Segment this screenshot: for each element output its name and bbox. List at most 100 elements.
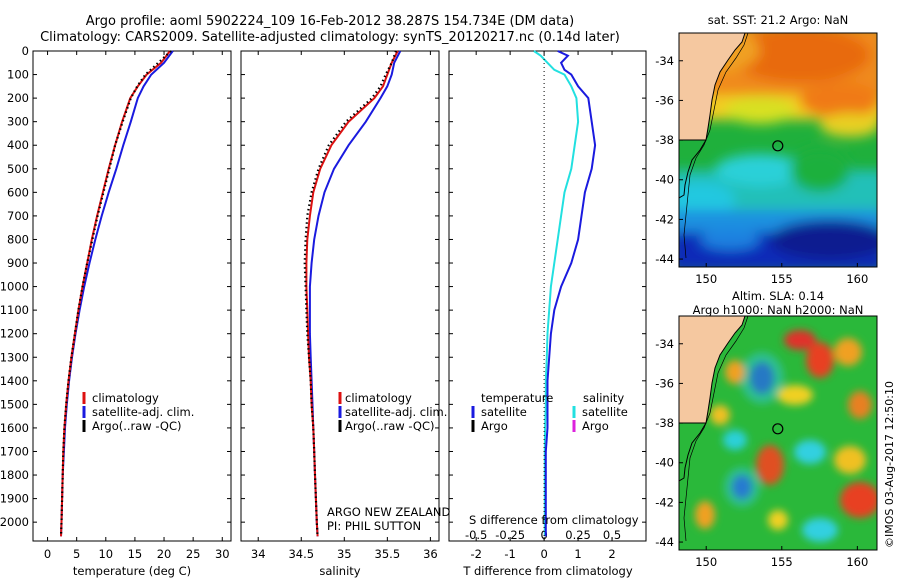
y-tick-label: 1100: [0, 303, 29, 317]
s-tick-label: 0.25: [565, 528, 591, 542]
y-tick-label: 800: [7, 232, 29, 246]
sla-map: Altim. SLA: 0.14 Argo h1000: NaN h2000: …: [655, 289, 878, 569]
map-y-tick-label: -44: [655, 252, 674, 266]
s-tick-label: 0.5: [603, 528, 621, 542]
legend-temperature-header: temperature: [481, 391, 553, 405]
legend-climatology-label: climatology: [92, 391, 159, 405]
y-tick-label: 300: [7, 115, 29, 129]
y-tick-label: 700: [7, 209, 29, 223]
y-tick-label: 1400: [0, 374, 29, 388]
legend-satellite-label: satellite-adj. clim.: [92, 405, 194, 419]
coastline: [679, 422, 707, 482]
legend-salinity-header: salinity: [583, 391, 624, 405]
y-tick-label: 1800: [0, 468, 29, 482]
pi-label: PI: PHIL SUTTON: [327, 519, 421, 533]
y-tick-label: 100: [7, 68, 29, 82]
temperature-panel: [32, 50, 232, 542]
legend-sal-satellite-label: satellite: [582, 405, 628, 419]
y-tick-label: 900: [7, 256, 29, 270]
sla-map-title1: Altim. SLA: 0.14: [732, 289, 824, 303]
y-tick-label: 2000: [0, 515, 29, 529]
legend-temp-satellite-label: satellite: [481, 405, 527, 419]
map-x-tick-label: 150: [695, 272, 717, 286]
y-tick-label: 600: [7, 185, 29, 199]
map-x-tick-label: 160: [846, 555, 868, 569]
x-tick-label: -1: [504, 547, 515, 561]
legend-satellite-label: satellite-adj. clim.: [345, 405, 447, 419]
figure-title-line1: Argo profile: aoml 5902224_109 16-Feb-20…: [85, 14, 575, 29]
difference-legend: temperature salinity satellite Argo sate…: [469, 391, 639, 527]
sla-map-ticks: 150 155 160 -34 -36 -38 -40 -42 -44: [655, 337, 868, 569]
sla-map-frame: [678, 315, 878, 551]
y-tick-label: 400: [7, 138, 29, 152]
sla-map-title2: Argo h1000: NaN h2000: NaN: [693, 303, 864, 317]
map-y-tick-label: -42: [655, 212, 674, 226]
x-tick-label: 36: [423, 547, 438, 561]
salinity-xlabel: salinity: [319, 564, 360, 578]
x-tick-label: 34.5: [288, 547, 314, 561]
y-tick-label: 1600: [0, 421, 29, 435]
y-tick-label: 0: [22, 44, 29, 58]
map-y-tick-label: -34: [655, 337, 674, 351]
argo-location-marker: [772, 423, 784, 435]
x-tick-label: 35.5: [375, 547, 401, 561]
x-tick-label: 20: [157, 547, 172, 561]
x-tick-label: 1: [574, 547, 581, 561]
s-tick-label: -0.5: [465, 528, 487, 542]
map-y-tick-label: -36: [655, 93, 674, 107]
sst-map-title: sat. SST: 21.2 Argo: NaN: [708, 13, 849, 27]
x-tick-label: 30: [215, 547, 230, 561]
map-x-tick-label: 155: [771, 555, 793, 569]
y-tick-label: 200: [7, 91, 29, 105]
map-y-tick-label: -38: [655, 133, 674, 147]
salinity-legend: climatology satellite-adj. clim. Argo(..…: [327, 391, 451, 533]
sla-field: [679, 316, 877, 550]
map-y-tick-label: -42: [655, 495, 674, 509]
figure-title-line2: Climatology: CARS2009. Satellite-adjuste…: [40, 30, 620, 45]
map-y-tick-label: -36: [655, 376, 674, 390]
salinity-satellite-line: [308, 50, 402, 537]
legend-argo-label: Argo(..raw -QC): [92, 419, 182, 433]
x-tick-label: -2: [470, 547, 481, 561]
x-tick-label: 5: [73, 547, 80, 561]
legend-argo-label: Argo(..raw -QC): [345, 419, 435, 433]
x-tick-label: 0: [44, 547, 51, 561]
shelf-edge: [683, 316, 749, 542]
credit-label: ©IMOS 03-Aug-2017 12:50:10: [883, 381, 896, 548]
x-tick-label: 0: [540, 547, 547, 561]
map-y-tick-label: -40: [655, 173, 674, 187]
salinity-difference-line: [533, 50, 580, 537]
x-tick-label: 2: [608, 547, 615, 561]
temperature-plot: 0 5 10 15 20 25 300100200300400500600700800900…: [0, 44, 231, 561]
legend-climatology-label: climatology: [345, 391, 412, 405]
y-tick-label: 500: [7, 162, 29, 176]
sst-field: [679, 33, 877, 267]
y-tick-label: 1900: [0, 492, 29, 506]
y-tick-label: 1200: [0, 327, 29, 341]
temperature-xlabel: temperature (deg C): [73, 564, 191, 578]
temperature-climatology-line: [60, 50, 171, 537]
salinity-plot: 34 34.5 35 35.5 36: [241, 50, 439, 561]
y-tick-label: 1700: [0, 444, 29, 458]
y-tick-label: 1000: [0, 280, 29, 294]
map-x-tick-label: 160: [846, 272, 868, 286]
sst-map-ticks: 150 155 160 -34 -36 -38 -40 -42 -44: [655, 54, 868, 286]
salinity-panel: [240, 50, 440, 542]
x-tick-label: 10: [98, 547, 113, 561]
map-y-tick-label: -44: [655, 535, 674, 549]
x-tick-label: 34: [251, 547, 266, 561]
difference-panel: [448, 50, 647, 542]
map-y-tick-label: -38: [655, 416, 674, 430]
sst-map: sat. SST: 21.2 Argo: NaN: [655, 13, 878, 286]
map-x-tick-label: 150: [695, 555, 717, 569]
s-tick-label: -0.25: [495, 528, 525, 542]
map-y-tick-label: -34: [655, 54, 674, 68]
temperature-difference-line: [544, 50, 597, 537]
y-tick-label: 1300: [0, 350, 29, 364]
x-tick-label: 15: [128, 547, 143, 561]
s-difference-label: S difference from climatology: [469, 513, 639, 527]
sst-map-frame: [678, 32, 878, 268]
x-tick-label: 25: [186, 547, 201, 561]
